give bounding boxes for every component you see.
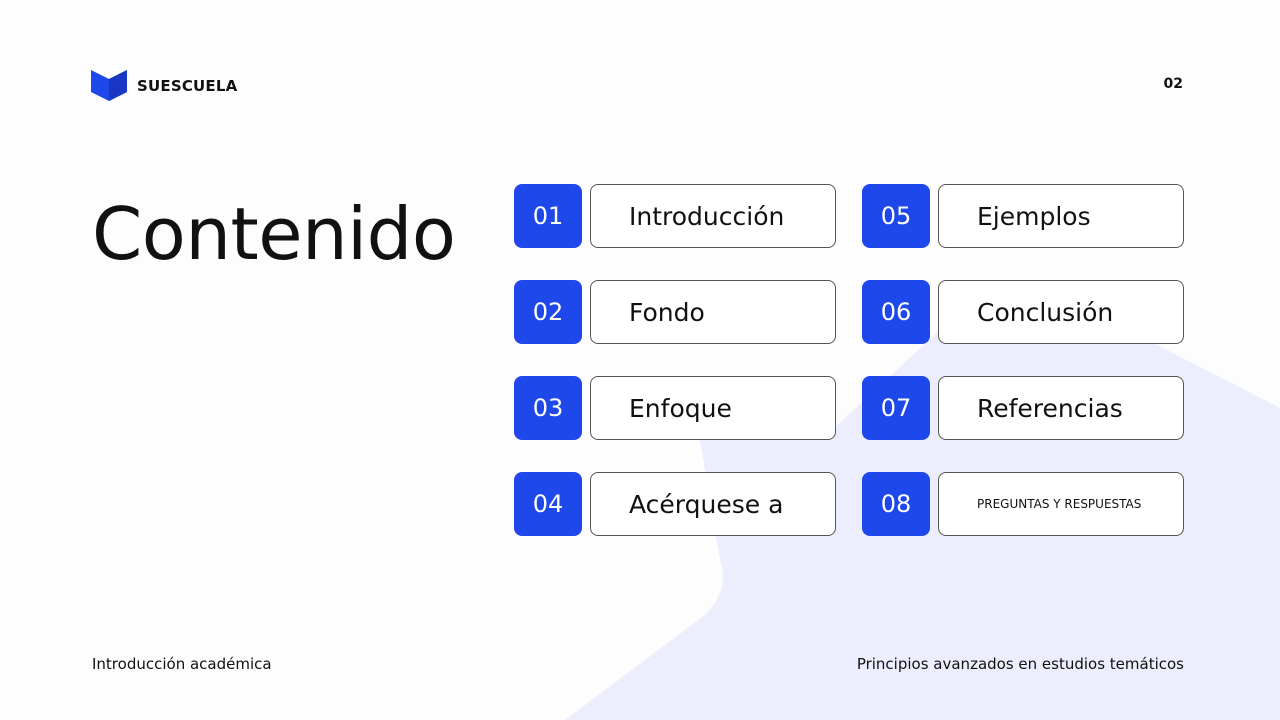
- item-number: 03: [514, 376, 582, 440]
- page-number: 02: [1163, 76, 1183, 92]
- item-label: Enfoque: [590, 376, 836, 440]
- item-label: PREGUNTAS Y RESPUESTAS: [938, 472, 1184, 536]
- item-number: 08: [862, 472, 930, 536]
- item-number: 05: [862, 184, 930, 248]
- toc-item[interactable]: 05 Ejemplos: [862, 184, 1184, 248]
- item-label: Acérquese a: [590, 472, 836, 536]
- toc-item[interactable]: 03 Enfoque: [514, 376, 836, 440]
- item-label: Ejemplos: [938, 184, 1184, 248]
- item-number: 02: [514, 280, 582, 344]
- toc-item[interactable]: 07 Referencias: [862, 376, 1184, 440]
- footer-right: Principios avanzados en estudios temátic…: [856, 655, 1184, 673]
- logo-icon: [91, 70, 127, 101]
- brand-logo: SUESCUELA: [91, 70, 237, 102]
- toc-item[interactable]: 06 Conclusión: [862, 280, 1184, 344]
- toc-item[interactable]: 04 Acérquese a: [514, 472, 836, 536]
- footer-left: Introducción académica: [92, 655, 272, 673]
- toc-item[interactable]: 02 Fondo: [514, 280, 836, 344]
- toc-item[interactable]: 01 Introducción: [514, 184, 836, 248]
- page-title: Contenido: [92, 192, 456, 276]
- brand-name: SUESCUELA: [137, 77, 238, 95]
- item-number: 07: [862, 376, 930, 440]
- item-label: Conclusión: [938, 280, 1184, 344]
- item-label: Referencias: [938, 376, 1184, 440]
- item-label: Introducción: [590, 184, 836, 248]
- item-number: 06: [862, 280, 930, 344]
- item-label: Fondo: [590, 280, 836, 344]
- item-number: 04: [514, 472, 582, 536]
- toc-item[interactable]: 08 PREGUNTAS Y RESPUESTAS: [862, 472, 1184, 536]
- item-number: 01: [514, 184, 582, 248]
